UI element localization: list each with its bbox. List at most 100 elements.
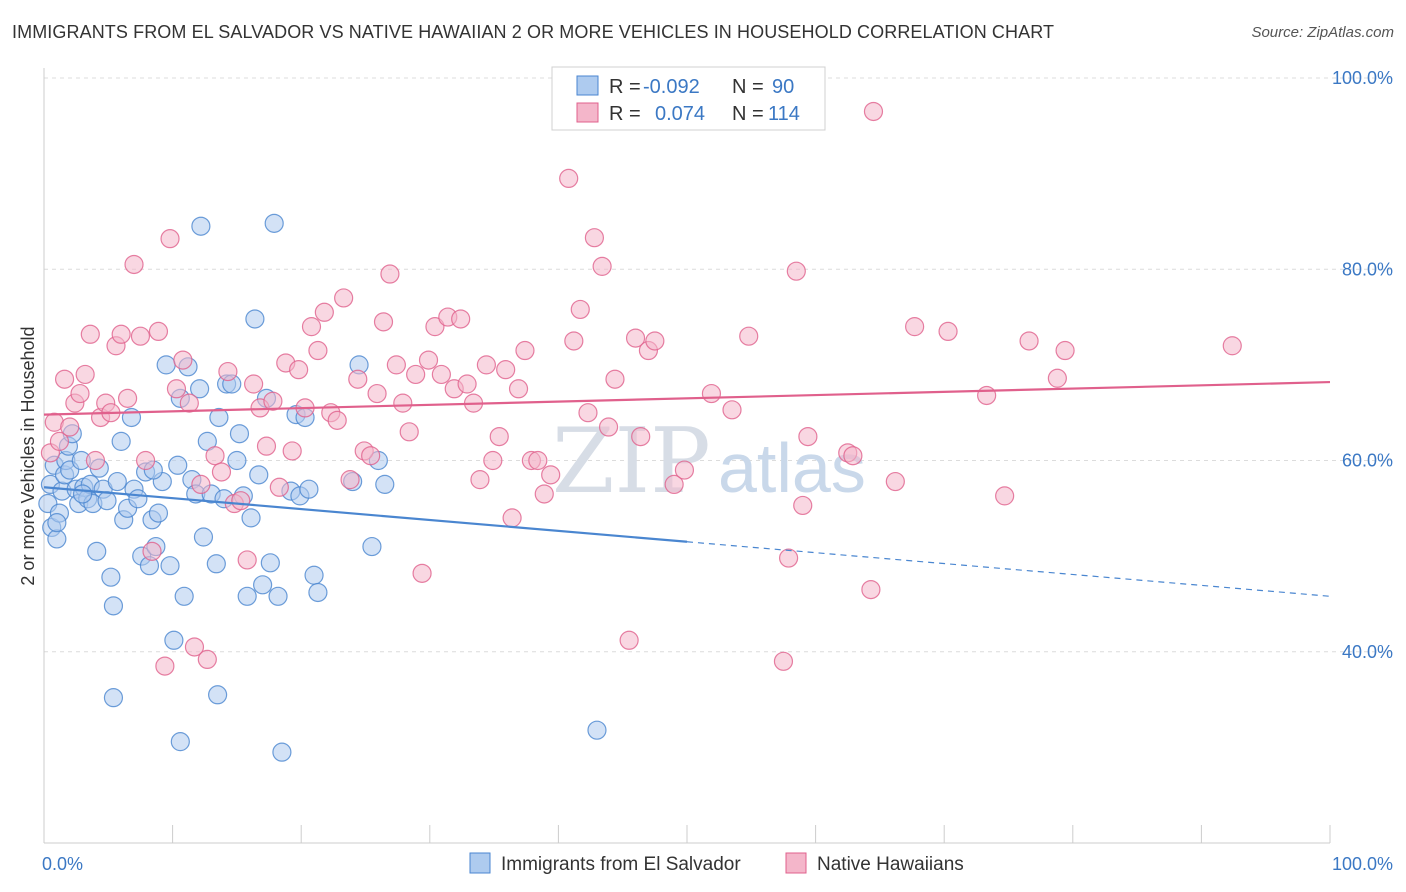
native-hawaiian-point-61: [412, 563, 432, 583]
bottom-legend-swatch-blue: [469, 852, 491, 874]
native-hawaiian-point-104: [798, 426, 818, 447]
el-salvador-point-64: [253, 575, 273, 595]
native-hawaiian-point-15: [117, 388, 138, 408]
el-salvador-point-86: [72, 484, 93, 504]
y-tick-labels: 40.0% 60.0% 80.0% 100.0%: [1332, 68, 1393, 662]
native-hawaiian-point-19: [142, 541, 162, 561]
native-hawaiian-point-41: [282, 441, 302, 461]
native-hawaiian-point-110: [905, 317, 925, 337]
el-salvador-point-42: [168, 455, 188, 475]
el-salvador-point-88: [47, 513, 67, 533]
native-hawaiian-point-27: [191, 474, 211, 495]
bottom-legend-swatch-pink: [785, 852, 807, 874]
series-legend: Immigrants from El Salvador Native Hawai…: [469, 852, 964, 875]
native-hawaiian-point-68: [457, 374, 477, 394]
el-salvador-point-39: [156, 355, 176, 375]
native-hawaiian-point-55: [373, 312, 394, 332]
native-hawaiian-point-44: [301, 317, 322, 337]
el-salvador-point-4: [47, 529, 67, 549]
native-hawaiian-point-96: [674, 460, 695, 480]
el-salvador-point-22: [97, 491, 117, 511]
native-hawaiian-point-20: [148, 321, 169, 342]
x-tick-label-1: 100.0%: [1332, 854, 1393, 874]
native-hawaiian-point-42: [289, 360, 309, 380]
el-salvador-point-52: [206, 554, 226, 574]
native-hawaiian-point-75: [502, 508, 522, 528]
native-hawaiian-point-79: [528, 450, 548, 471]
el-salvador-point-61: [241, 508, 261, 528]
watermark-atlas: atlas: [718, 429, 866, 507]
el-salvador-point-44: [174, 586, 194, 606]
native-hawaiian-point-111: [938, 321, 958, 342]
native-hawaiian-point-57: [386, 355, 406, 375]
native-hawaiian-point-25: [179, 393, 199, 413]
native-hawaiian-point-102: [786, 261, 806, 281]
native-hawaiian-point-33: [231, 491, 251, 511]
native-hawaiian-point-21: [155, 656, 175, 676]
y-tick-label-0: 40.0%: [1342, 642, 1393, 662]
native-hawaiian-point-8: [80, 324, 100, 344]
el-salvador-point-83: [362, 536, 382, 557]
el-salvador-point-23: [101, 567, 121, 587]
native-hawaiian-point-108: [863, 101, 884, 122]
el-salvador-point-76: [308, 582, 328, 603]
native-hawaiian-point-84: [570, 299, 590, 320]
native-hawaiian-point-97: [701, 383, 722, 404]
y-tick-label-2: 80.0%: [1342, 259, 1393, 279]
native-hawaiian-point-99: [739, 326, 759, 346]
native-hawaiian-point-112: [977, 385, 997, 406]
el-salvador-point-49: [193, 527, 214, 547]
native-hawaiian-point-24: [173, 350, 193, 370]
legend-r-value-1: -0.092: [643, 76, 700, 98]
native-hawaiian-point-107: [861, 579, 881, 600]
legend-swatch-blue: [576, 75, 599, 96]
native-hawaiian-point-9: [85, 450, 106, 471]
legend-swatch-pink: [576, 102, 599, 123]
native-hawaiian-point-60: [406, 364, 426, 385]
legend-n-value-2: 114: [768, 103, 800, 125]
native-hawaiian-point-83: [564, 331, 584, 351]
native-hawaiian-point-59: [399, 422, 419, 442]
native-hawaiian-point-38: [263, 391, 283, 411]
legend-r-label-2: R =: [609, 103, 641, 125]
legend-n-label-2: N =: [732, 103, 764, 125]
native-hawaiian-point-45: [308, 340, 328, 361]
native-hawaiian-point-92: [631, 426, 651, 447]
legend-n-label-1: N =: [732, 76, 764, 98]
native-hawaiian-point-98: [722, 400, 742, 420]
native-hawaiian-point-53: [361, 446, 381, 466]
native-hawaiian-point-63: [425, 317, 445, 337]
native-hawaiian-point-16: [124, 254, 144, 275]
native-hawaiian-point-14: [111, 324, 131, 344]
native-hawaiian-point-51: [348, 369, 368, 389]
native-hawaiian-point-54: [367, 383, 387, 404]
native-hawaiian-point-28: [197, 649, 217, 670]
el-salvador-point-24: [103, 596, 124, 616]
native-hawaiian-point-34: [237, 550, 257, 570]
el-salvador-point-80: [208, 685, 228, 705]
native-hawaiian-point-76: [508, 379, 529, 399]
native-hawaiian-point-89: [605, 369, 625, 389]
legend-r-label-1: R =: [609, 76, 641, 98]
native-hawaiian-point-31: [218, 361, 238, 382]
el-salvador-point-85: [375, 474, 395, 495]
native-hawaiian-point-30: [211, 462, 232, 482]
el-salvador-point-67: [264, 213, 284, 233]
native-hawaiian-point-85: [578, 403, 598, 423]
native-hawaiian-point-103: [793, 495, 813, 516]
watermark: ZIP atlas: [552, 409, 866, 514]
y-tick-label-1: 60.0%: [1342, 451, 1393, 471]
native-hawaiian-point-23: [166, 379, 187, 399]
native-hawaiian-point-117: [1222, 336, 1242, 356]
native-hawaiian-point-82: [559, 168, 579, 189]
chart-title: IMMIGRANTS FROM EL SALVADOR VS NATIVE HA…: [12, 22, 1055, 42]
bottom-legend-label-blue: Immigrants from El Salvador: [501, 854, 741, 875]
legend-n-value-1: 90: [772, 76, 794, 98]
trend-line-native-hawaiian: [43, 380, 1331, 416]
el-salvador-point-68: [268, 586, 288, 606]
native-hawaiian-point-90: [619, 630, 639, 650]
native-hawaiian-point-39: [269, 477, 289, 497]
native-hawaiian-point-88: [598, 417, 619, 437]
native-hawaiian-point-18: [135, 450, 156, 471]
